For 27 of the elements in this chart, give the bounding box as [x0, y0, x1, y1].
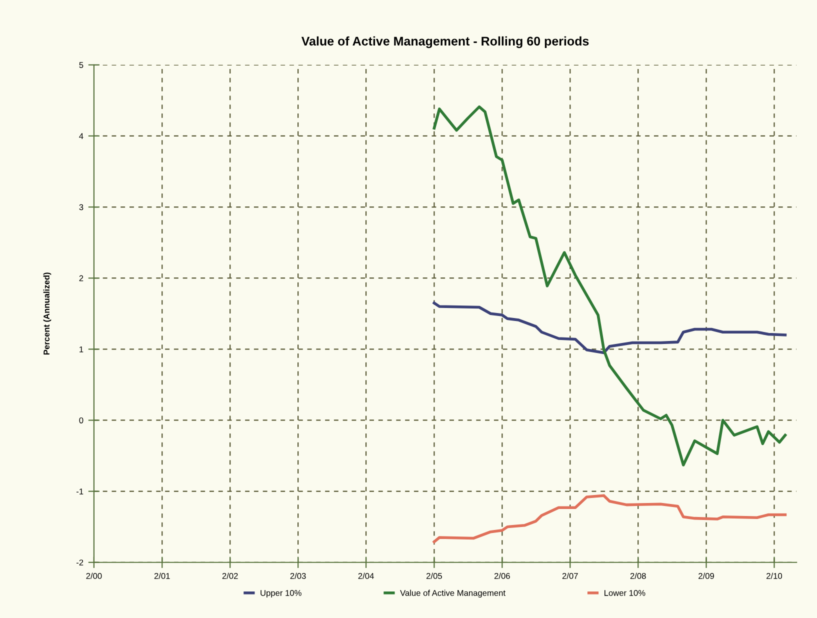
x-tick-label: 2/00: [86, 572, 102, 579]
legend-label: Upper 10%: [260, 590, 302, 598]
x-tick-label: 2/06: [494, 572, 510, 579]
line-series: [432, 302, 787, 354]
line-series: [432, 105, 787, 466]
y-tick-label: 1: [80, 346, 84, 352]
x-tick-label: 2/05: [426, 572, 442, 579]
y-tick-label: -1: [76, 488, 84, 494]
x-tick-label: 2/10: [766, 572, 782, 579]
y-axis-title: Percent (Annualized): [43, 272, 52, 355]
y-tick-label: 4: [79, 133, 84, 139]
y-tick-label: 0: [79, 417, 84, 424]
line-series: [432, 494, 787, 544]
y-tick-label: 5: [79, 62, 84, 68]
x-tick-label: 2/02: [222, 572, 238, 579]
x-tick-label: 2/08: [630, 572, 646, 579]
y-tick-label: 2: [79, 275, 84, 282]
legend-label: Lower 10%: [604, 590, 646, 596]
legend-label: Value of Active Management: [400, 590, 506, 598]
x-tick-label: 2/03: [290, 572, 306, 579]
x-tick-label: 2/07: [562, 572, 578, 579]
x-tick-label: 2/01: [154, 572, 170, 579]
chart-title: Value of Active Management - Rolling 60 periods: [301, 36, 589, 48]
x-tick-label: 2/04: [358, 572, 374, 579]
y-tick-label: -2: [76, 560, 84, 566]
x-tick-label: 2/09: [698, 572, 714, 579]
y-tick-label: 3: [79, 204, 84, 210]
